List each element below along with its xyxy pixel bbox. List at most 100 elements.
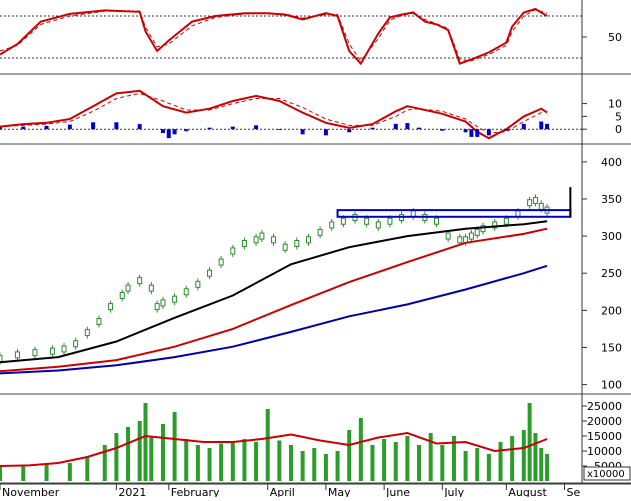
bar-macd <box>463 129 468 133</box>
bar-volume <box>149 436 154 481</box>
candle-body <box>148 284 154 292</box>
bar-macd <box>21 126 26 130</box>
bar-macd <box>44 125 49 130</box>
bar-macd <box>172 129 177 135</box>
y-tick-label-stochastic: 50 <box>608 31 622 44</box>
bar-macd <box>486 129 491 136</box>
y-tick-label-volume: 15000 <box>587 430 622 443</box>
bar-macd <box>539 121 544 130</box>
x-tick-label: June <box>385 486 410 497</box>
bar-macd <box>230 126 235 130</box>
bar-volume <box>265 409 270 481</box>
candle-body <box>14 351 20 359</box>
bar-macd <box>184 129 189 132</box>
candle-body <box>445 232 451 240</box>
candle-body <box>73 340 79 348</box>
bar-volume <box>0 466 2 481</box>
bar-macd <box>469 129 474 137</box>
candle-body <box>108 303 114 311</box>
candle-body <box>241 240 247 248</box>
x-tick-label: 2021 <box>118 486 146 497</box>
bar-volume <box>114 433 119 481</box>
candle-body <box>480 225 486 233</box>
candle-body <box>230 247 236 255</box>
x-tick-label: May <box>328 486 351 497</box>
candle-body <box>119 291 125 299</box>
bar-volume <box>44 464 49 481</box>
bar-volume <box>160 424 165 481</box>
y-tick-label-volume: 25000 <box>587 400 622 413</box>
bar-volume <box>370 445 375 481</box>
bar-volume <box>417 445 422 481</box>
series-line-stochastic-1 <box>0 9 548 62</box>
candle-body <box>32 349 38 357</box>
candle-body <box>183 288 189 296</box>
bar-volume <box>382 439 387 481</box>
candle-body <box>387 217 393 225</box>
bar-volume <box>230 442 235 481</box>
series-line-volume-1 <box>0 431 548 467</box>
bar-volume <box>312 448 317 481</box>
bar-macd <box>370 127 375 130</box>
candle-body <box>364 217 370 225</box>
candle-body <box>492 221 498 229</box>
candle-body <box>61 345 67 353</box>
bar-volume <box>347 430 352 481</box>
y-tick-label-price: 200 <box>601 304 622 317</box>
x-tick-label: November <box>2 486 60 497</box>
y-tick-label-price: 150 <box>601 341 622 354</box>
bar-volume <box>102 445 107 481</box>
bar-macd <box>323 129 328 136</box>
bar-macd <box>300 129 305 135</box>
candle-body <box>457 236 463 244</box>
candle-body <box>160 299 166 307</box>
y-tick-label-price: 250 <box>601 267 622 280</box>
bar-volume <box>393 442 398 481</box>
candle-body <box>218 258 224 266</box>
candle-body <box>305 236 311 244</box>
candle-body <box>527 199 533 207</box>
bar-volume <box>67 463 72 481</box>
candle-body <box>532 196 538 204</box>
bar-macd <box>254 125 259 130</box>
bar-macd <box>393 123 398 130</box>
bar-volume <box>254 442 259 481</box>
bar-macd <box>137 124 142 130</box>
bar-macd <box>277 129 282 130</box>
bar-volume <box>335 451 340 481</box>
bar-macd <box>440 129 445 131</box>
candle-body <box>375 221 381 229</box>
bar-macd <box>521 123 526 130</box>
candle-body <box>468 232 474 240</box>
bar-macd <box>545 123 550 130</box>
multiplier-box <box>583 466 631 481</box>
y-tick-label-price: 100 <box>601 379 622 392</box>
bar-macd <box>475 129 480 137</box>
bar-volume <box>545 454 550 481</box>
bar-volume <box>475 448 480 481</box>
y-tick-label-macd: 10 <box>608 98 622 111</box>
bar-volume <box>85 457 90 481</box>
series-line-price-2 <box>0 227 548 373</box>
bar-volume <box>539 448 544 481</box>
bar-macd <box>67 124 72 130</box>
candle-body <box>329 221 335 229</box>
bar-macd <box>405 123 410 130</box>
y-tick-label-volume: 20000 <box>587 415 622 428</box>
bar-volume <box>219 443 224 481</box>
series-line-stochastic-0 <box>0 7 548 66</box>
candle-body <box>195 280 201 288</box>
bar-volume <box>289 445 293 481</box>
bar-macd <box>91 122 96 130</box>
bar-volume <box>358 418 363 481</box>
x-tick-label: Se <box>567 486 581 497</box>
y-tick-label-volume: 10000 <box>587 445 622 458</box>
bar-volume <box>143 403 148 481</box>
candle-body <box>474 228 480 236</box>
bar-volume <box>207 448 212 481</box>
candle-body <box>434 217 439 225</box>
bar-macd <box>347 129 352 133</box>
candle-body <box>282 243 288 251</box>
bar-volume <box>486 454 491 481</box>
